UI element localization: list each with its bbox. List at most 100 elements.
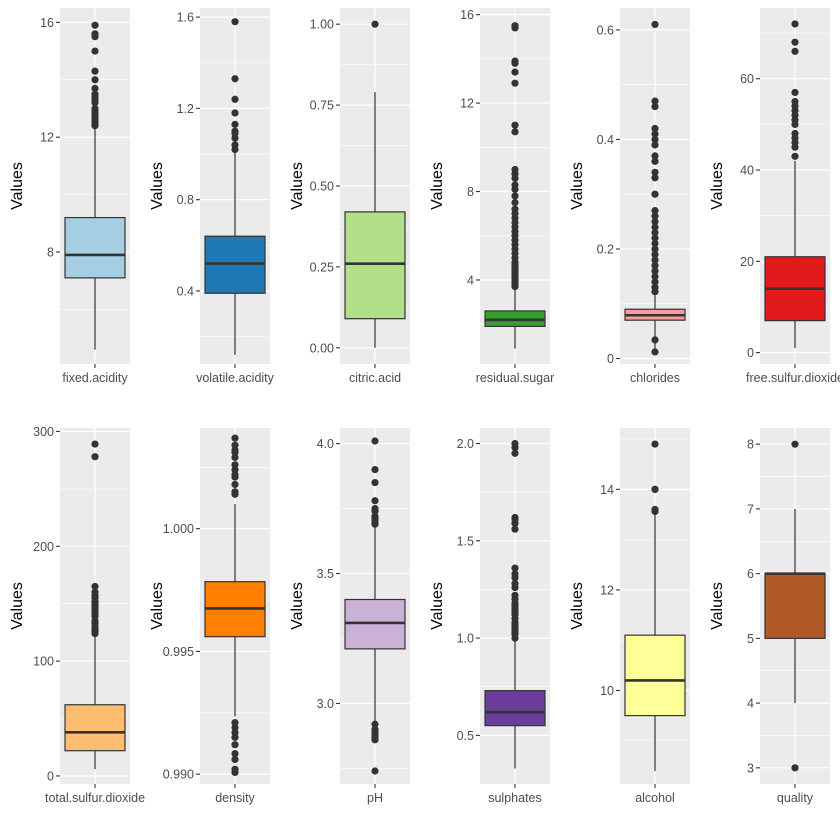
outlier-point: [511, 165, 519, 174]
outlier-point: [511, 22, 519, 30]
outlier-point: [651, 485, 659, 493]
outlier-point: [791, 152, 799, 160]
outlier-point: [231, 461, 239, 469]
outlier-point: [91, 47, 99, 55]
y-tick-label: 14: [600, 483, 614, 497]
x-tick-label: residual.sugar: [476, 371, 555, 385]
boxplot-panel-density: 0.990 0.995 1.000 density Values: [149, 428, 270, 805]
outlier-point: [511, 205, 519, 213]
outlier-point: [651, 190, 659, 198]
y-tick-label: 20: [740, 255, 754, 269]
outlier-point: [651, 228, 659, 237]
outlier-point: [371, 437, 379, 445]
y-axis-title: Values: [149, 162, 166, 210]
y-tick-label: 0.990: [163, 768, 194, 782]
boxplot-panel-total.sulfur.dioxide: 0 100 200 300 total.sulfur.dioxide Values: [9, 425, 145, 805]
y-axis-title: Values: [429, 582, 446, 630]
boxplot-panel-sulphates: 0.5 1.0 1.5 2.0 sulphates Values: [429, 428, 550, 805]
y-tick-label: 0.8: [177, 193, 194, 207]
y-axis-title: Values: [429, 162, 446, 210]
outlier-point: [91, 67, 99, 75]
y-tick-label: 0.75: [310, 99, 334, 113]
box-iqr: [484, 690, 546, 727]
y-tick-label: 12: [600, 583, 614, 597]
outlier-point: [651, 239, 659, 248]
outlier-point: [791, 440, 799, 448]
y-tick-label: 1.0: [457, 632, 474, 646]
y-tick-label: 6: [747, 567, 754, 581]
y-tick-label: 1.00: [310, 18, 334, 32]
boxplot-marks: [204, 18, 266, 355]
outlier-point: [511, 439, 519, 448]
y-tick-label: 0.00: [310, 341, 334, 355]
y-tick-label: 8: [47, 246, 54, 260]
x-tick-label: quality: [777, 791, 814, 805]
y-tick-label: 16: [40, 16, 54, 30]
y-tick-label: 40: [740, 164, 754, 178]
outlier-point: [231, 120, 239, 128]
boxplot-marks: [484, 439, 546, 769]
y-tick-label: 0.995: [163, 645, 194, 659]
y-tick-label: 0: [607, 352, 614, 366]
x-tick-label: pH: [367, 791, 383, 805]
outlier-point: [511, 198, 519, 207]
y-tick-label: 0.2: [597, 242, 614, 256]
x-tick-label: citric.acid: [349, 371, 401, 385]
y-axis-title: Values: [709, 162, 726, 210]
outlier-point: [651, 283, 659, 291]
outlier-point: [651, 234, 659, 242]
outlier-point: [231, 434, 239, 442]
y-tick-label: 0.6: [597, 23, 614, 37]
x-tick-label: fixed.acidity: [62, 371, 128, 385]
boxplot-marks: [624, 440, 686, 771]
x-tick-label: alcohol: [635, 791, 675, 805]
outlier-point: [231, 480, 239, 489]
outlier-point: [511, 591, 519, 599]
box-iqr: [344, 211, 406, 320]
y-axis-title: Values: [289, 582, 306, 630]
boxplot-marks: [204, 434, 266, 777]
y-tick-label: 3: [747, 761, 754, 775]
outlier-point: [231, 95, 239, 103]
outlier-point: [371, 465, 379, 474]
boxplot-panel-chlorides: 0 0.2 0.4 0.6 chlorides Values: [569, 8, 690, 385]
outlier-point: [231, 719, 239, 727]
outlier-point: [651, 135, 659, 144]
outlier-point: [651, 152, 659, 160]
boxplot-marks: [344, 20, 406, 348]
outlier-point: [791, 764, 799, 772]
outlier-point: [511, 192, 519, 200]
outlier-point: [651, 505, 659, 514]
boxplot-panel-free.sulfur.dioxide: 0 20 40 60 free.sulfur.dioxide Values: [709, 8, 840, 385]
outlier-point: [91, 76, 99, 84]
outlier-point: [511, 121, 519, 129]
x-tick-label: density: [215, 791, 255, 805]
boxplot-panel-fixed.acidity: 8 12 16 fixed.acidity Values: [9, 8, 130, 385]
outlier-point: [651, 278, 659, 286]
outlier-point: [371, 497, 379, 505]
outlier-point: [511, 181, 519, 189]
outlier-point: [651, 157, 659, 165]
outlier-point: [231, 141, 239, 149]
outlier-point: [371, 725, 379, 734]
boxplot-panel-pH: 3.0 3.5 4.0 pH Values: [289, 428, 410, 805]
outlier-point: [651, 440, 659, 448]
outlier-point: [231, 755, 239, 764]
y-tick-label: 0.50: [310, 180, 334, 194]
outlier-point: [231, 75, 239, 83]
outlier-point: [651, 256, 659, 264]
y-tick-label: 5: [747, 632, 754, 646]
outlier-point: [511, 580, 519, 588]
outlier-point: [651, 336, 659, 344]
y-tick-label: 0.4: [177, 284, 194, 298]
y-tick-label: 12: [40, 131, 54, 145]
outlier-point: [651, 168, 659, 176]
outlier-point: [231, 488, 239, 496]
outlier-point: [651, 223, 659, 231]
boxplot-marks: [64, 440, 126, 770]
outlier-point: [231, 765, 239, 773]
outlier-point: [791, 129, 799, 138]
outlier-point: [651, 261, 659, 270]
outlier-point: [371, 504, 379, 513]
outlier-point: [231, 741, 239, 749]
